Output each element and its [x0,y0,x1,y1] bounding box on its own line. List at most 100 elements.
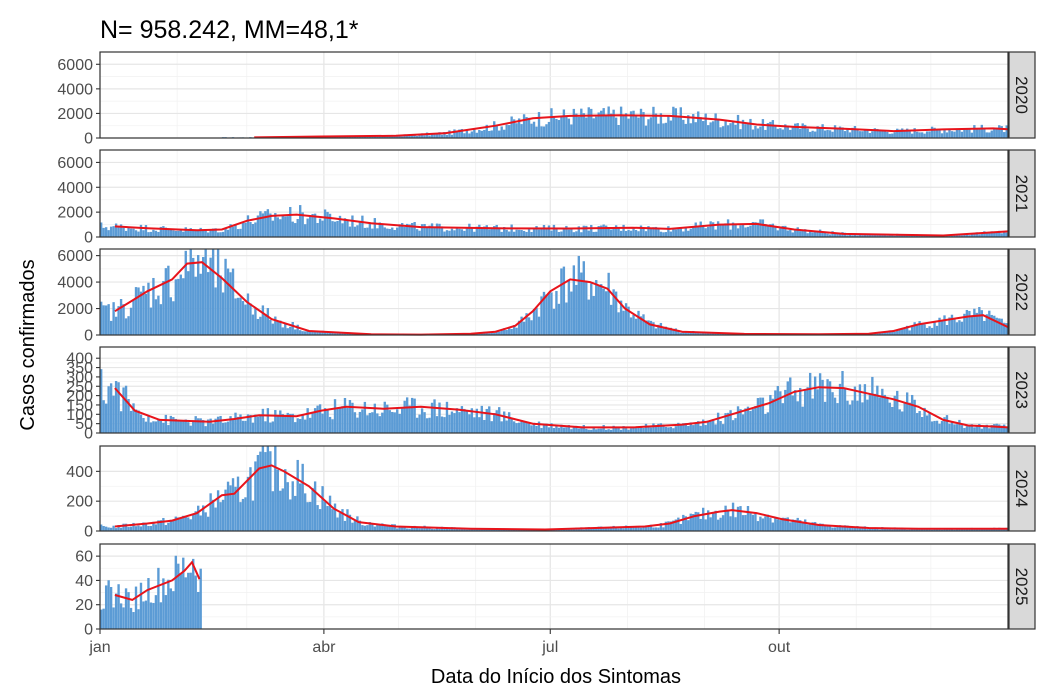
bar [672,428,675,433]
bar [567,425,571,433]
bar [336,407,339,433]
bar [102,526,105,531]
bar [729,516,732,531]
bar [664,426,668,433]
bar [405,135,409,138]
bar [779,227,782,237]
bar [550,230,553,237]
bar [970,316,974,335]
bar [761,119,765,138]
y-tick-label: 0 [84,131,93,148]
bar [910,133,914,138]
bar [913,399,916,433]
bar [644,125,648,138]
bar [530,320,533,335]
bar [632,526,635,531]
bar [555,529,558,531]
bar [706,125,710,138]
bar [846,525,849,531]
bar [925,327,929,335]
bar [475,408,479,433]
bar [542,291,546,335]
bar [694,222,697,237]
bar [980,529,983,531]
bar [445,401,449,433]
bar [985,314,988,335]
bar [420,133,424,138]
bar [716,119,720,138]
bar [821,124,824,138]
bar [388,525,391,531]
bar [739,409,742,433]
bar [893,395,896,433]
bar [107,304,110,335]
bar [711,121,715,138]
bar [351,402,354,433]
bar [933,420,936,433]
bar [323,209,327,237]
bar [249,467,252,531]
bar [965,128,969,138]
bar [639,108,643,138]
bar [162,422,165,433]
bar [321,413,324,433]
bar [960,321,964,335]
bar [555,228,558,237]
bar [303,331,307,335]
bar [129,307,133,335]
bar [443,417,446,433]
bar [779,391,782,433]
y-tick-label: 6000 [57,57,93,74]
bar [507,412,511,433]
bar [423,135,426,138]
bar [592,427,595,433]
bar [545,124,548,138]
bar [813,230,817,237]
bar [107,230,110,237]
bar [975,425,979,433]
bar [251,223,255,237]
bar [813,376,817,433]
bar [679,228,682,237]
bar [301,463,304,531]
bar [102,400,105,433]
bar [182,231,185,237]
bar [754,512,757,531]
bar [490,227,493,237]
bar [567,118,571,138]
bar [224,258,227,335]
bar [326,211,329,237]
bar [614,427,618,433]
bar [806,524,809,531]
bar [152,421,155,433]
bar [898,235,901,237]
bar [624,230,628,237]
bar [152,229,155,237]
bar [107,386,110,433]
bar [540,428,543,433]
bar [194,229,197,237]
bar [216,232,220,237]
bar [881,388,884,433]
bar [669,327,673,335]
bar [122,523,125,531]
bar [935,529,939,531]
bar [371,412,374,433]
bar [117,524,120,531]
facet-strip [1008,445,1036,532]
bar [328,213,332,237]
bar [577,255,580,335]
bar [515,327,518,335]
bar [284,323,287,335]
bar [269,319,272,335]
bar [784,225,787,237]
y-tick-label: 400 [66,464,93,481]
bar [530,123,533,138]
bar [883,235,886,237]
bar [244,420,247,433]
bar [433,133,436,138]
bar [823,232,827,237]
bar [503,328,506,335]
bar [182,557,185,629]
